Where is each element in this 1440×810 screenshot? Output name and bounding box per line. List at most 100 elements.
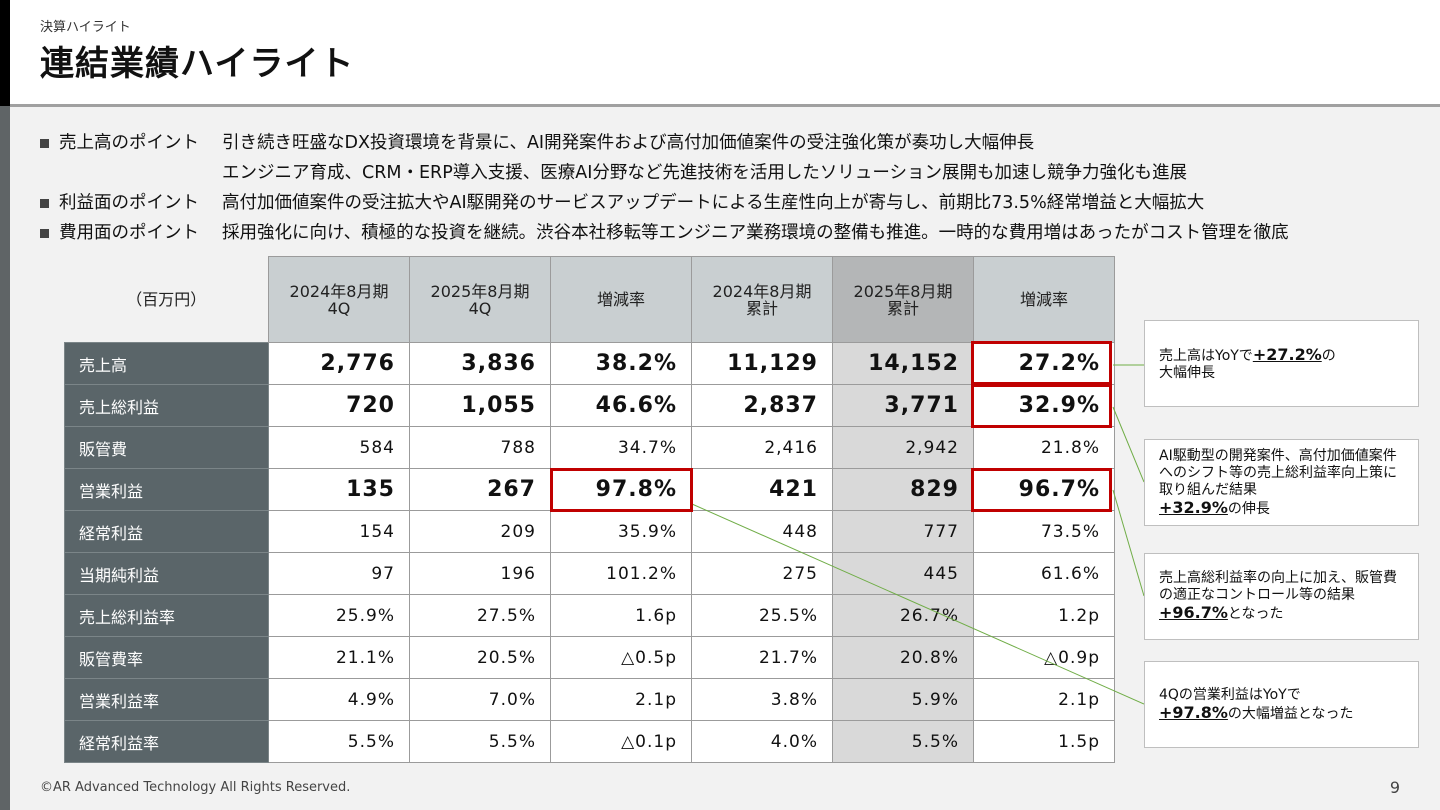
- column-header-line: 累計: [745, 298, 778, 318]
- row-label: 販管費: [64, 426, 269, 469]
- table-cell: 25.5%: [691, 594, 833, 637]
- table-cell: 20.5%: [409, 636, 551, 679]
- table-cell: 267: [409, 468, 551, 511]
- table-cell: 135: [268, 468, 410, 511]
- page-number: 9: [1389, 778, 1400, 797]
- table-cell: 11,129: [691, 342, 833, 385]
- page-title: 連結業績ハイライト: [40, 44, 355, 84]
- callout-operating-profit: 売上高総利益率の向上に加え、販管費の適正なコントロール等の結果+96.7%となっ…: [1144, 553, 1419, 640]
- table-cell: 21.8%: [973, 426, 1115, 469]
- table-cell: 421: [691, 468, 833, 511]
- point-text: エンジニア育成、CRM・ERP導入支援、医療AI分野など先進技術を活用したソリュ…: [222, 163, 1188, 183]
- callout-pre: 売上高総利益率の向上に加え、販管費の適正なコントロール等の結果: [1159, 570, 1397, 603]
- table-cell: 21.1%: [268, 636, 410, 679]
- callout-emphasis: +96.7%: [1159, 603, 1228, 622]
- table-cell: 34.7%: [550, 426, 692, 469]
- table-cell: 2,416: [691, 426, 833, 469]
- header-divider: [10, 104, 1440, 107]
- table-row: 経常利益 154 209 35.9% 448 777 73.5%: [64, 510, 1115, 553]
- point-label: 利益面のポイント: [59, 193, 199, 213]
- table-cell: 27.5%: [409, 594, 551, 637]
- bullet-square-icon: [40, 229, 49, 238]
- table-cell: 3,836: [409, 342, 551, 385]
- table-cell: 2,942: [832, 426, 974, 469]
- column-header: 増減率: [973, 256, 1115, 343]
- table-cell: 27.2%: [973, 342, 1115, 385]
- column-header-line: 2024年8月期: [712, 281, 812, 301]
- unit-label: （百万円）: [64, 256, 269, 343]
- column-header-line: 2025年8月期: [853, 281, 953, 301]
- point-label: 売上高のポイント: [59, 133, 199, 153]
- table-cell: 46.6%: [550, 384, 692, 427]
- table-cell: 2,837: [691, 384, 833, 427]
- side-strip: [0, 106, 10, 810]
- table-cell: 2.1p: [550, 678, 692, 721]
- highlight-box: [971, 384, 1112, 428]
- column-header: 増減率: [550, 256, 692, 343]
- table-cell: 14,152: [832, 342, 974, 385]
- callout-text: AI駆動型の開発案件、高付加価値案件へのシフト等の売上総利益率向上策に取り組んだ…: [1159, 448, 1404, 518]
- table-cell: 7.0%: [409, 678, 551, 721]
- table-cell: 3.8%: [691, 678, 833, 721]
- row-label: 販管費率: [64, 636, 269, 679]
- column-header-line: 累計: [886, 298, 919, 318]
- table-cell: 5.5%: [268, 720, 410, 763]
- table-row: 販管費率 21.1% 20.5% △0.5p 21.7% 20.8% △0.9p: [64, 636, 1115, 679]
- callout-pre: AI駆動型の開発案件、高付加価値案件へのシフト等の売上総利益率向上策に取り組んだ…: [1159, 447, 1397, 498]
- row-label: 売上高: [64, 342, 269, 385]
- table-cell: 275: [691, 552, 833, 595]
- callout-line: 大幅伸長: [1159, 364, 1215, 381]
- callout-text: 売上高はYoYで+27.2%の 大幅伸長: [1159, 346, 1336, 382]
- table-cell: 2,776: [268, 342, 410, 385]
- callout-emphasis: +32.9%: [1159, 497, 1228, 517]
- column-header: 2024年8月期 4Q: [268, 256, 410, 343]
- table-cell: 73.5%: [973, 510, 1115, 553]
- column-header: 2024年8月期 累計: [691, 256, 833, 343]
- table-cell: 2.1p: [973, 678, 1115, 721]
- row-label: 経常利益: [64, 510, 269, 553]
- callout-post: の大幅増益となった: [1227, 705, 1354, 722]
- row-label: 売上総利益率: [64, 594, 269, 637]
- point-text: 引き続き旺盛なDX投資環境を背景に、AI開発案件および高付加価値案件の受注強化策…: [222, 133, 1035, 153]
- table-cell: 1.2p: [973, 594, 1115, 637]
- table-cell: 788: [409, 426, 551, 469]
- callout-pre: 4Qの営業利益はYoYで: [1159, 686, 1301, 703]
- table-cell: 101.2%: [550, 552, 692, 595]
- row-label: 当期純利益: [64, 552, 269, 595]
- bullet-square-icon: [40, 139, 49, 148]
- table-cell: 25.9%: [268, 594, 410, 637]
- callout-post: の: [1321, 347, 1336, 364]
- table-cell: 61.6%: [973, 552, 1115, 595]
- table-cell: 1.6p: [550, 594, 692, 637]
- table-cell: 35.9%: [550, 510, 692, 553]
- callout-4q-operating-profit: 4Qの営業利益はYoYで +97.8%の大幅増益となった: [1144, 661, 1419, 748]
- table-cell: 5.9%: [832, 678, 974, 721]
- table-cell: 720: [268, 384, 410, 427]
- section-kicker: 決算ハイライト: [40, 20, 131, 35]
- callout-emphasis: +27.2%: [1252, 344, 1322, 364]
- table-row: 当期純利益 97 196 101.2% 275 445 61.6%: [64, 552, 1115, 595]
- table-cell: 1,055: [409, 384, 551, 427]
- table-row: 営業利益率 4.9% 7.0% 2.1p 3.8% 5.9% 2.1p: [64, 678, 1115, 721]
- highlight-box: [971, 341, 1112, 385]
- table-cell: 5.5%: [409, 720, 551, 763]
- column-header-line: 2025年8月期: [430, 281, 530, 301]
- column-header-line: 4Q: [468, 298, 492, 318]
- table-cell: 154: [268, 510, 410, 553]
- table-cell: 829: [832, 468, 974, 511]
- table-cell: 1.5p: [973, 720, 1115, 763]
- table-cell: △0.5p: [550, 636, 692, 679]
- column-header: 2025年8月期 累計: [832, 256, 974, 343]
- table-body: 売上高 2,776 3,836 38.2% 11,129 14,152 27.2% 売上総利益…: [64, 342, 1115, 763]
- table-cell: 5.5%: [832, 720, 974, 763]
- column-header-line: 増減率: [596, 290, 645, 309]
- table-cell: 97.8%: [550, 468, 692, 511]
- copyright: ©AR Advanced Technology All Rights Reser…: [40, 780, 351, 795]
- callout-text: 4Qの営業利益はYoYで +97.8%の大幅増益となった: [1159, 687, 1354, 723]
- column-header-line: 4Q: [327, 298, 351, 318]
- table-cell: 209: [409, 510, 551, 553]
- highlight-box: [971, 468, 1112, 512]
- table-cell: 196: [409, 552, 551, 595]
- row-label: 経常利益率: [64, 720, 269, 763]
- callout-post: の伸長: [1227, 500, 1270, 517]
